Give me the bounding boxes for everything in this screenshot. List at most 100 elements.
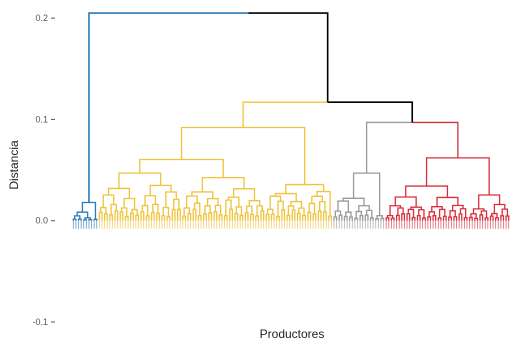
dendrogram-branch-90 <box>232 188 256 201</box>
dendrogram-branch-106 <box>375 218 379 221</box>
dendrogram-branch-75 <box>319 200 326 212</box>
dendrogram-branch-153 <box>389 205 402 216</box>
dendrogram-branch-4 <box>93 218 98 221</box>
dendrogram-branch-42 <box>270 213 275 221</box>
dendrogram-branch-88 <box>149 184 172 196</box>
dendrogram-branch-98 <box>333 216 338 221</box>
dendrogram-branch-121 <box>406 213 411 221</box>
dendrogram-branch-29 <box>203 213 207 221</box>
dendrogram-branch-45 <box>286 214 291 221</box>
x-axis-title: Productores <box>260 327 325 341</box>
dendrogram-branch-159 <box>394 196 417 208</box>
dendrogram-branch-84 <box>269 195 282 210</box>
dendrogram-branch-96 <box>139 158 224 178</box>
dendrogram-branches <box>72 12 510 221</box>
dendrogram-branch-17 <box>140 211 145 221</box>
dendrogram-branch-134 <box>474 217 479 221</box>
dendrogram-branch-132 <box>463 216 468 221</box>
dendrogram-branch-125 <box>427 216 432 221</box>
dendrogram-branch-11 <box>109 214 114 221</box>
dendrogram-branch-133 <box>468 216 473 221</box>
y-tick-label-1: 0.1 <box>35 114 48 124</box>
dendrogram-branch-122 <box>411 216 416 221</box>
dendrogram-branch-43 <box>276 215 280 221</box>
dendrogram-branch-35 <box>234 212 239 221</box>
dendrogram-branch-97 <box>180 126 306 185</box>
dendrogram-branch-15 <box>130 212 134 221</box>
dendrogram-branch-1 <box>77 218 82 221</box>
dendrogram-branch-167 <box>327 101 414 123</box>
dendrogram-branch-81 <box>206 198 219 206</box>
y-tick-label-2: 0.0 <box>35 216 48 226</box>
dendrogram-branch-146 <box>438 208 446 219</box>
dendrogram-branch-64 <box>204 205 211 214</box>
dendrogram-branch-0 <box>72 218 77 221</box>
dendrogram-branch-137 <box>489 215 494 221</box>
dendrogram-branch-138 <box>495 217 499 221</box>
dendrogram-branch-150 <box>480 210 488 218</box>
dendrogram-branch-40 <box>260 210 265 221</box>
dendrogram-branch-89 <box>191 191 214 199</box>
dendrogram-branch-3 <box>88 218 93 221</box>
dendrogram-branch-63 <box>193 202 201 216</box>
dendrogram-branch-161 <box>478 194 501 209</box>
dendrogram-branch-144 <box>418 209 425 219</box>
dendrogram-branch-95 <box>285 183 325 194</box>
dendrogram-branch-70 <box>266 208 274 215</box>
dendrogram-branch-34 <box>229 208 233 221</box>
dendrogram-branch-139 <box>500 215 505 221</box>
dendrogram-branch-31 <box>213 211 218 221</box>
dendrogram-branch-38 <box>249 213 254 221</box>
dendrogram-branch-109 <box>345 211 352 217</box>
dendrogram-branch-66 <box>225 199 232 216</box>
dendrogram-branch-77 <box>123 197 136 210</box>
dendrogram-branch-117 <box>385 217 390 221</box>
dendrogram-branch-128 <box>442 215 447 221</box>
dendrogram-branch-21 <box>161 215 166 221</box>
dendrogram-branch-100 <box>343 215 348 221</box>
dendrogram-branch-23 <box>171 208 176 221</box>
dendrogram-branch-49 <box>307 211 312 221</box>
dendrogram-branch-149 <box>470 213 477 219</box>
dendrogram-branch-108 <box>334 210 342 218</box>
dendrogram-branch-104 <box>364 214 369 221</box>
dendrogram-branch-169 <box>248 12 329 103</box>
dendrogram-branch-126 <box>432 215 437 221</box>
dendrogram-branch-26 <box>187 212 192 221</box>
dendrogram-branch-160 <box>436 196 459 207</box>
y-axis: 0.2 0.1 0.0 -0.1 <box>32 13 55 327</box>
dendrogram-branch-102 <box>354 217 359 221</box>
dendrogram-branch-82 <box>227 196 240 207</box>
dendrogram-branch-18 <box>145 215 150 221</box>
dendrogram-branch-13 <box>119 211 124 221</box>
dendrogram-branch-55 <box>110 203 117 215</box>
dendrogram-branch-73 <box>298 207 305 216</box>
dendrogram-branch-74 <box>308 202 316 214</box>
dendrogram-branch-129 <box>448 216 452 221</box>
dendrogram-branch-166 <box>242 101 328 128</box>
dendrogram-branch-16 <box>135 214 140 221</box>
dendrogram-branch-103 <box>359 214 364 221</box>
dendrogram-branch-51 <box>317 210 322 221</box>
dendrogram-branch-105 <box>369 217 374 221</box>
dendrogram-branch-93 <box>118 172 162 189</box>
dendrogram-branch-107 <box>380 217 385 221</box>
dendrogram-branch-127 <box>437 217 442 221</box>
dendrogram-branch-115 <box>342 197 365 206</box>
dendrogram-branch-152 <box>501 208 509 217</box>
dendrogram-branch-56 <box>120 207 128 217</box>
dendrogram-branch-143 <box>407 208 415 218</box>
dendrogram-branch-119 <box>395 214 400 221</box>
dendrogram-branch-140 <box>505 215 510 221</box>
dendrogram-branch-41 <box>265 213 270 221</box>
dendrogram-branch-22 <box>166 216 171 221</box>
dendrogram-branch-32 <box>218 214 223 221</box>
dendrogram-branch-155 <box>431 206 443 212</box>
y-tick-label-0: 0.2 <box>35 13 48 23</box>
dendrogram-branch-135 <box>479 214 484 221</box>
dendrogram-branch-24 <box>176 208 181 221</box>
dendrogram-branch-85 <box>290 200 303 209</box>
dendrogram-branch-39 <box>255 215 260 221</box>
dendrogram-branch-44 <box>281 209 286 221</box>
